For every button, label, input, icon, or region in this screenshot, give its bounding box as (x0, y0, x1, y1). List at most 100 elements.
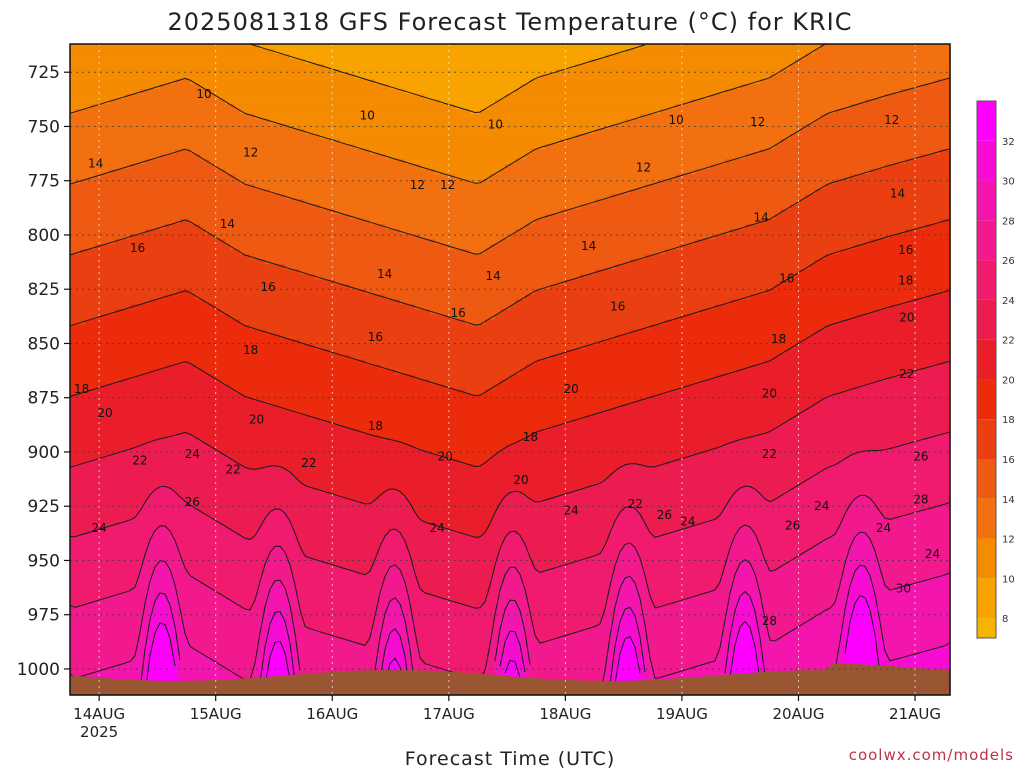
temperature-cell (105, 249, 111, 255)
temperature-cell (110, 159, 116, 165)
temperature-cell (95, 99, 101, 105)
temperature-cell (100, 259, 106, 265)
temperature-cell (95, 179, 101, 185)
temperature-cell (70, 264, 76, 270)
temperature-cell (75, 650, 81, 656)
temperature-cell (120, 244, 126, 250)
temperature-cell (105, 209, 111, 215)
temperature-cell (120, 390, 126, 396)
temperature-cell (75, 139, 81, 145)
temperature-cell (75, 520, 81, 526)
temperature-cell (145, 269, 151, 275)
temperature-cell (150, 304, 156, 310)
temperature-cell (95, 590, 101, 596)
temperature-cell (110, 630, 116, 636)
temperature-cell (125, 570, 131, 576)
temperature-cell (105, 129, 111, 135)
temperature-cell (145, 79, 151, 85)
temperature-cell (80, 154, 86, 160)
temperature-cell (130, 490, 136, 496)
temperature-cell (70, 590, 76, 596)
temperature-cell (125, 79, 131, 85)
temperature-cell (90, 475, 96, 481)
temperature-cell (135, 104, 141, 110)
temperature-cell (80, 294, 86, 300)
temperature-cell (115, 59, 121, 65)
temperature-cell (95, 329, 101, 335)
temperature-cell (90, 640, 96, 646)
temperature-cell (75, 334, 81, 340)
temperature-cell (115, 89, 121, 95)
temperature-cell (75, 44, 81, 50)
temperature-cell (150, 455, 156, 461)
temperature-cell (85, 640, 91, 646)
temperature-cell (145, 415, 151, 421)
temperature-cell (70, 540, 76, 546)
temperature-cell (95, 430, 101, 436)
temperature-cell (140, 485, 146, 491)
temperature-cell (80, 640, 86, 646)
temperature-cell (135, 420, 141, 426)
temperature-cell (85, 294, 91, 300)
temperature-cell (80, 480, 86, 486)
temperature-cell (110, 174, 116, 180)
temperature-cell (80, 259, 86, 265)
temperature-cell (140, 279, 146, 285)
temperature-cell (105, 329, 111, 335)
temperature-cell (110, 430, 116, 436)
temperature-cell (140, 164, 146, 170)
temperature-cell (140, 109, 146, 115)
temperature-cell (90, 565, 96, 571)
temperature-cell (145, 344, 151, 350)
temperature-cell (145, 114, 151, 120)
temperature-cell (110, 204, 116, 210)
temperature-cell (135, 525, 141, 531)
temperature-cell (80, 580, 86, 586)
temperature-cell (80, 475, 86, 481)
temperature-cell (75, 209, 81, 215)
temperature-cell (140, 104, 146, 110)
temperature-cell (110, 495, 116, 501)
temperature-cell (80, 455, 86, 461)
temperature-cell (70, 595, 76, 601)
temperature-cell (135, 415, 141, 421)
temperature-cell (75, 359, 81, 365)
temperature-cell (85, 314, 91, 320)
temperature-cell (85, 114, 91, 120)
temperature-cell (130, 339, 136, 345)
temperature-cell (100, 104, 106, 110)
temperature-cell (85, 339, 91, 345)
temperature-cell (85, 515, 91, 521)
temperature-cell (90, 570, 96, 576)
temperature-cell (95, 279, 101, 285)
temperature-cell (115, 114, 121, 120)
temperature-cell (80, 520, 86, 526)
temperature-cell (130, 354, 136, 360)
temperature-cell (150, 349, 156, 355)
temperature-cell (115, 364, 121, 370)
temperature-cell (120, 159, 126, 165)
temperature-cell (80, 650, 86, 656)
temperature-cell (100, 199, 106, 205)
temperature-cell (130, 259, 136, 265)
temperature-cell (75, 440, 81, 446)
temperature-cell (90, 349, 96, 355)
temperature-cell (135, 400, 141, 406)
temperature-cell (75, 79, 81, 85)
temperature-cell (90, 410, 96, 416)
temperature-cell (130, 400, 136, 406)
temperature-cell (95, 580, 101, 586)
temperature-cell (85, 565, 91, 571)
temperature-cell (85, 194, 91, 200)
temperature-cell (150, 435, 156, 441)
temperature-cell (90, 364, 96, 370)
temperature-cell (130, 380, 136, 386)
temperature-cell (90, 545, 96, 551)
temperature-cell (90, 380, 96, 386)
temperature-cell (100, 219, 106, 225)
temperature-cell (80, 590, 86, 596)
temperature-cell (115, 54, 121, 60)
temperature-cell (75, 505, 81, 511)
temperature-cell (125, 595, 131, 601)
temperature-cell (145, 129, 151, 135)
